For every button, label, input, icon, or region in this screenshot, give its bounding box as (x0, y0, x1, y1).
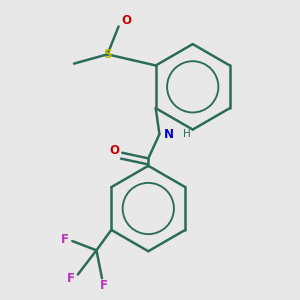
Text: F: F (61, 233, 69, 246)
Text: F: F (100, 279, 108, 292)
Text: F: F (66, 272, 74, 285)
Text: N: N (164, 128, 174, 141)
Text: O: O (110, 144, 120, 158)
Text: H: H (183, 129, 191, 139)
Text: S: S (103, 48, 112, 61)
Text: O: O (121, 14, 131, 27)
